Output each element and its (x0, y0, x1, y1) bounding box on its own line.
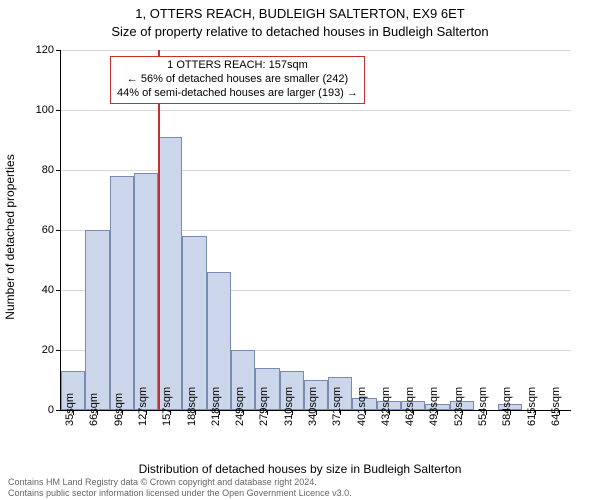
histogram-bar (134, 173, 158, 410)
histogram-bar (182, 236, 206, 410)
y-tick-label: 20 (14, 344, 54, 356)
y-tick-mark (56, 410, 61, 411)
grid-line (61, 110, 571, 111)
grid-line (61, 50, 571, 51)
histogram-bar (110, 176, 134, 410)
chart-title-line2: Size of property relative to detached ho… (0, 24, 600, 39)
y-tick-mark (56, 50, 61, 51)
annotation-line1: 1 OTTERS REACH: 157sqm (117, 59, 358, 73)
y-tick-label: 100 (14, 104, 54, 116)
footer-line2: Contains public sector information licen… (8, 488, 352, 498)
y-tick-mark (56, 290, 61, 291)
y-tick-mark (56, 170, 61, 171)
marker-annotation: 1 OTTERS REACH: 157sqm ← 56% of detached… (110, 56, 365, 104)
y-tick-label: 60 (14, 224, 54, 236)
histogram-bar (158, 137, 182, 410)
y-tick-label: 80 (14, 164, 54, 176)
y-tick-mark (56, 230, 61, 231)
y-tick-label: 40 (14, 284, 54, 296)
annotation-line3: 44% of semi-detached houses are larger (… (117, 87, 358, 101)
y-tick-label: 0 (14, 404, 54, 416)
y-tick-mark (56, 350, 61, 351)
annotation-line2: ← 56% of detached houses are smaller (24… (117, 73, 358, 87)
grid-line (61, 170, 571, 171)
histogram-bar (85, 230, 109, 410)
footer-line1: Contains HM Land Registry data © Crown c… (8, 477, 352, 487)
y-tick-mark (56, 110, 61, 111)
chart-title-line1: 1, OTTERS REACH, BUDLEIGH SALTERTON, EX9… (0, 6, 600, 21)
y-tick-label: 120 (14, 44, 54, 56)
footer-attribution: Contains HM Land Registry data © Crown c… (8, 477, 352, 498)
chart-container: 1, OTTERS REACH, BUDLEIGH SALTERTON, EX9… (0, 0, 600, 500)
x-axis-label: Distribution of detached houses by size … (0, 462, 600, 476)
